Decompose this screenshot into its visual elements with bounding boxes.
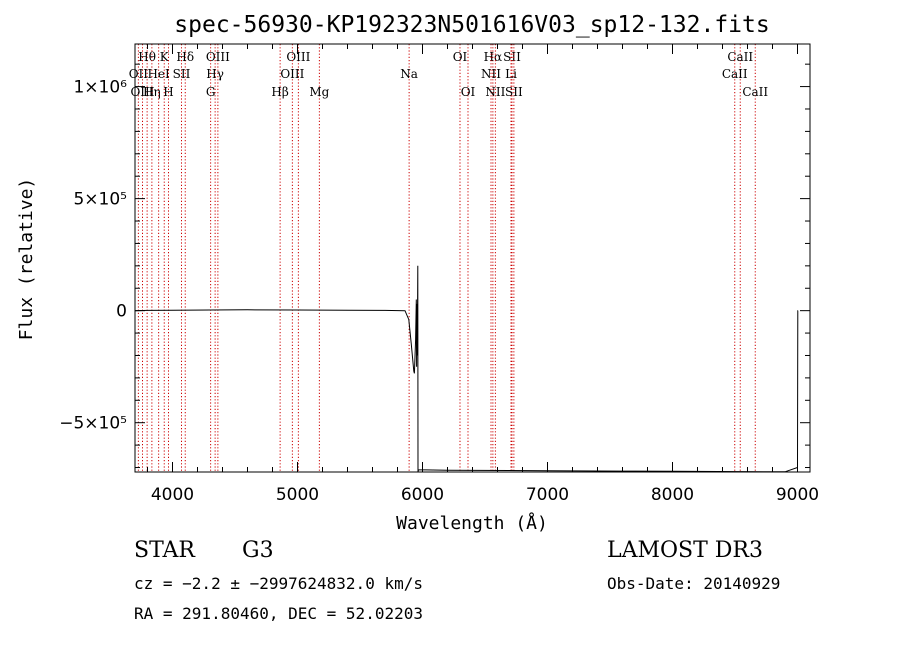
marker-label-13: OIII (286, 50, 310, 64)
marker-label-14: OIII (280, 67, 304, 81)
object-subclass: G3 (242, 538, 274, 563)
y-tick-label-1: 5×10⁵ (73, 190, 127, 210)
marker-label-22: SII (503, 50, 521, 64)
marker-label-16: Na (400, 67, 418, 81)
series-group (134, 265, 799, 473)
marker-label-25: CaII (727, 50, 753, 64)
marker-label-24: SII (505, 85, 523, 99)
series-line-0 (134, 265, 799, 473)
marker-label-4: HeI (147, 67, 170, 81)
marker-label-11: G (206, 85, 216, 99)
y-axis-label: Flux (relative) (16, 178, 37, 341)
marker-label-27: CaII (742, 85, 768, 99)
coordinates-text: RA = 291.80460, DEC = 52.02203 (134, 604, 423, 623)
marker-label-2: OIII (130, 85, 154, 99)
y-tick-label-3: −5×10⁵ (59, 414, 127, 434)
x-axis-label: Wavelength (Å) (396, 512, 548, 534)
marker-label-1: OII (129, 67, 149, 81)
marker-label-18: OI (461, 85, 476, 99)
marker-label-12: Hβ (271, 85, 288, 99)
plot-frame (134, 43, 811, 473)
y-tick-label-0: 1×10⁶ (73, 78, 127, 98)
axis-ticks: 4000 5000 6000 7000 8000 9000 1×10⁶ 5×10⁵ 0 −5×10… (59, 44, 819, 505)
marker-label-15: Mg (309, 85, 329, 99)
x-tick-label-3: 7000 (526, 485, 569, 505)
x-tick-label-5: 9000 (776, 485, 819, 505)
x-tick-label-0: 4000 (151, 485, 194, 505)
y-tick-label-2: 0 (116, 302, 127, 322)
spectrum-chart: spec-56930-KP192323N501616V03_sp12-132.f… (16, 12, 819, 534)
redshift-text: cz = −2.2 ± −2997624832.0 km/s (134, 574, 423, 593)
marker-label-17: OI (453, 50, 468, 64)
marker-label-26: CaII (722, 67, 748, 81)
marker-label-23: Li (505, 67, 517, 81)
marker-label-7: SII (173, 67, 191, 81)
chart-title: spec-56930-KP192323N501616V03_sp12-132.f… (174, 12, 769, 38)
x-tick-label-1: 5000 (276, 485, 319, 505)
marker-label-10: Hγ (206, 67, 224, 81)
survey-name: LAMOST DR3 (607, 538, 763, 563)
object-class: STAR (134, 538, 195, 563)
x-tick-label-2: 6000 (401, 485, 444, 505)
obs-date: Obs-Date: 20140929 (607, 574, 781, 593)
marker-label-8: Hδ (176, 50, 194, 64)
marker-label-21: NII (485, 85, 505, 99)
marker-label-5: K (160, 50, 170, 64)
x-tick-label-4: 8000 (651, 485, 694, 505)
marker-label-19: Hα (484, 50, 503, 64)
marker-label-20: NII (481, 67, 501, 81)
marker-label-6: H (163, 85, 173, 99)
marker-label-0: Hθ (138, 50, 156, 64)
marker-label-9: OIII (206, 50, 230, 64)
marker-label-3: Hη (143, 85, 161, 99)
